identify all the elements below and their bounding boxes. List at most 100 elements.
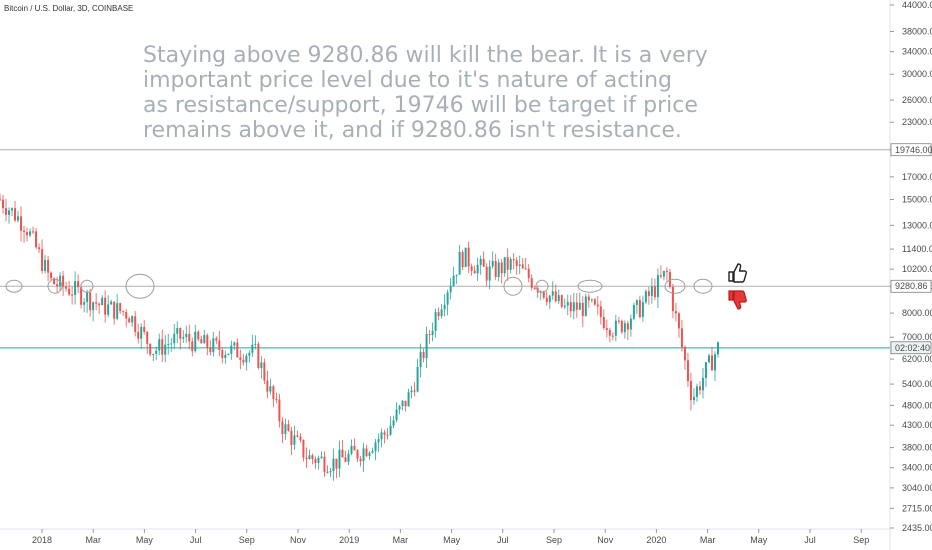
price-tick-label: 11400.00 xyxy=(902,244,932,254)
candle-body xyxy=(431,330,434,336)
candle-body xyxy=(104,297,107,315)
candle-body xyxy=(350,445,353,454)
candle-body xyxy=(518,264,521,266)
price-highlight-labels: 19746.00 9280.86 02:02:40 xyxy=(890,143,932,355)
candle-body xyxy=(503,257,506,274)
candle-body xyxy=(119,303,122,312)
candle-body xyxy=(44,260,47,271)
thumbs-down-icon[interactable] xyxy=(728,290,747,310)
candle-body xyxy=(527,268,530,279)
annotation-text[interactable]: Staying above 9280.86 will kill the bear… xyxy=(143,43,708,143)
candle-body xyxy=(254,343,257,345)
candle-body xyxy=(596,304,599,307)
time-tick-label: May xyxy=(443,535,461,545)
candle-body xyxy=(461,252,464,267)
candle-body xyxy=(515,260,518,266)
price-tick-label: 8000.00 xyxy=(902,308,932,318)
price-tick-label: 30000.00 xyxy=(902,69,932,79)
candle-body xyxy=(359,458,362,462)
annotation-line: remains above it, and if 9280.86 isn't r… xyxy=(143,118,682,143)
candle-body xyxy=(266,380,269,392)
candle-body xyxy=(62,275,65,287)
candle-body xyxy=(638,300,641,318)
price-tick-label: 2435.00 xyxy=(902,523,932,533)
candle-body xyxy=(311,455,314,460)
candle-body xyxy=(239,357,242,360)
candle-body xyxy=(110,301,113,305)
candle-body xyxy=(125,311,128,319)
candle-body xyxy=(77,281,80,288)
candle-body xyxy=(233,342,236,346)
thumbs-up-icon[interactable] xyxy=(728,263,747,283)
candle-body xyxy=(662,270,665,277)
price-tick-label: 23000.00 xyxy=(902,117,932,127)
candle-body xyxy=(467,247,470,267)
candle-body xyxy=(308,455,311,460)
candle-body xyxy=(158,339,161,351)
candle-body xyxy=(590,299,593,301)
candle-body xyxy=(98,303,101,306)
candle-body xyxy=(530,278,533,288)
candle-body xyxy=(410,390,413,393)
candle-body xyxy=(170,343,173,345)
candle-body xyxy=(434,312,437,331)
candle-body xyxy=(407,392,410,407)
candle-body xyxy=(14,208,17,221)
candle-body xyxy=(491,260,494,267)
candle-body xyxy=(632,304,635,319)
candle-body xyxy=(488,266,491,281)
candle-body xyxy=(95,302,98,304)
candle-body xyxy=(578,302,581,310)
candle-body xyxy=(485,266,488,281)
candle-body xyxy=(263,362,266,381)
time-tick-label: Nov xyxy=(290,535,307,545)
candle-body xyxy=(395,409,398,421)
candle-body xyxy=(533,287,536,289)
candle-body xyxy=(389,425,392,435)
price-highlight-label: 19746.00 xyxy=(895,145,932,155)
time-tick-label: May xyxy=(136,535,154,545)
candle-body xyxy=(593,299,596,305)
candle-body xyxy=(287,424,290,431)
time-tick-label: 2019 xyxy=(339,535,359,545)
candle-body xyxy=(134,316,137,332)
candle-body xyxy=(200,339,203,344)
price-highlight-label: 02:02:40 xyxy=(895,343,930,353)
candle-body xyxy=(116,303,119,319)
candle-body xyxy=(635,300,638,305)
candle-body xyxy=(446,292,449,305)
candle-body xyxy=(230,345,233,354)
candle-body xyxy=(557,295,560,302)
candle-body xyxy=(368,452,371,457)
candle-body xyxy=(458,252,461,275)
candle-body xyxy=(197,331,200,340)
candle-body xyxy=(617,320,620,322)
price-highlight-box xyxy=(890,143,932,157)
candle-body xyxy=(296,435,299,437)
price-tick-label: 44000.00 xyxy=(902,0,932,10)
candle-body xyxy=(206,335,209,348)
time-tick-label: Sep xyxy=(239,535,255,545)
candle-body xyxy=(713,354,716,371)
annotation-line: Staying above 9280.86 will kill the bear… xyxy=(143,43,708,68)
candle-body xyxy=(470,266,473,271)
candle-body xyxy=(221,349,224,358)
candle-body xyxy=(506,257,509,270)
candle-body xyxy=(2,199,5,209)
candle-body xyxy=(20,216,23,231)
candle-body xyxy=(152,353,155,355)
candle-body xyxy=(329,471,332,473)
candle-body xyxy=(605,328,608,330)
candle-body xyxy=(290,430,293,445)
candle-body xyxy=(386,434,389,436)
candle-body xyxy=(701,377,704,391)
candle-body xyxy=(155,350,158,354)
candle-body xyxy=(347,453,350,462)
symbol-title: Bitcoin / U.S. Dollar, 3D, COINBASE xyxy=(4,4,133,13)
candle-body xyxy=(53,278,56,285)
candle-body xyxy=(629,318,632,330)
candle-body xyxy=(476,264,479,274)
time-scale[interactable]: 2018 Mar May Jul Sep Nov 2019 Mar May Jul Sep Nov 20… xyxy=(32,529,869,545)
